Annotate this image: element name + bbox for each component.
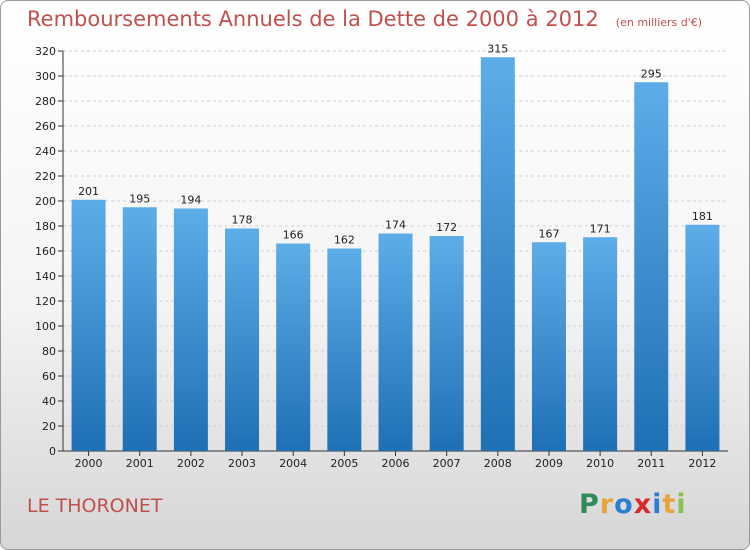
logo-letter: P <box>579 489 600 520</box>
bar <box>480 57 515 451</box>
y-tick-label: 40 <box>42 395 56 408</box>
y-tick-label: 280 <box>35 95 56 108</box>
x-tick-label: 2000 <box>75 457 103 470</box>
data-label: 315 <box>487 42 508 55</box>
bar <box>327 248 362 451</box>
x-tick-label: 2011 <box>637 457 665 470</box>
logo-letter: t <box>662 489 677 520</box>
x-tick-label: 2001 <box>126 457 154 470</box>
x-tick-label: 2005 <box>330 457 358 470</box>
bar <box>634 82 669 451</box>
y-tick-label: 200 <box>35 195 56 208</box>
bar <box>583 237 618 451</box>
logo-letter: o <box>614 489 634 520</box>
y-tick-label: 120 <box>35 295 56 308</box>
data-label: 171 <box>590 222 611 235</box>
bar <box>685 224 720 451</box>
data-label: 162 <box>334 234 355 247</box>
proxiti-logo: Proxiti <box>579 489 687 520</box>
y-tick-label: 300 <box>35 70 56 83</box>
x-tick-label: 2009 <box>535 457 563 470</box>
x-tick-label: 2008 <box>484 457 512 470</box>
bar <box>71 199 106 451</box>
bar <box>276 243 311 451</box>
bar <box>531 242 566 451</box>
data-label: 167 <box>538 227 559 240</box>
commune-name: LE THORONET <box>27 495 163 517</box>
data-label: 195 <box>129 192 150 205</box>
y-tick-label: 220 <box>35 170 56 183</box>
x-tick-label: 2002 <box>177 457 205 470</box>
x-tick-label: 2006 <box>382 457 410 470</box>
chart-title-unit: (en milliers d'€) <box>615 16 703 29</box>
y-tick-label: 260 <box>35 120 56 133</box>
logo-letter: x <box>633 489 653 520</box>
data-label: 178 <box>232 214 253 227</box>
y-tick-label: 60 <box>42 370 56 383</box>
data-label: 166 <box>283 229 304 242</box>
y-tick-label: 140 <box>35 270 56 283</box>
logo-letter: r <box>599 489 615 520</box>
data-label: 194 <box>180 194 201 207</box>
data-label: 201 <box>78 185 99 198</box>
logo-letter: i <box>652 489 663 520</box>
x-tick-label: 2004 <box>279 457 307 470</box>
y-tick-label: 160 <box>35 245 56 258</box>
y-tick-label: 240 <box>35 145 56 158</box>
data-label: 172 <box>436 221 457 234</box>
y-tick-label: 180 <box>35 220 56 233</box>
chart-title: Remboursements Annuels de la Dette de 20… <box>27 7 702 31</box>
y-tick-label: 20 <box>42 420 56 433</box>
y-tick-label: 0 <box>49 445 56 458</box>
bar <box>122 207 157 451</box>
x-tick-label: 2003 <box>228 457 256 470</box>
y-tick-label: 80 <box>42 345 56 358</box>
logo-letter: i <box>676 489 687 520</box>
data-label: 181 <box>692 210 713 223</box>
x-tick-label: 2012 <box>688 457 716 470</box>
bar <box>429 236 464 451</box>
data-label: 295 <box>641 67 662 80</box>
x-tick-label: 2010 <box>586 457 614 470</box>
x-tick-label: 2007 <box>433 457 461 470</box>
y-tick-label: 320 <box>35 45 56 58</box>
y-tick-label: 100 <box>35 320 56 333</box>
bar <box>378 233 413 451</box>
chart-title-main: Remboursements Annuels de la Dette de 20… <box>27 7 599 31</box>
bar <box>173 208 208 451</box>
data-label: 174 <box>385 219 406 232</box>
bar <box>225 228 260 451</box>
